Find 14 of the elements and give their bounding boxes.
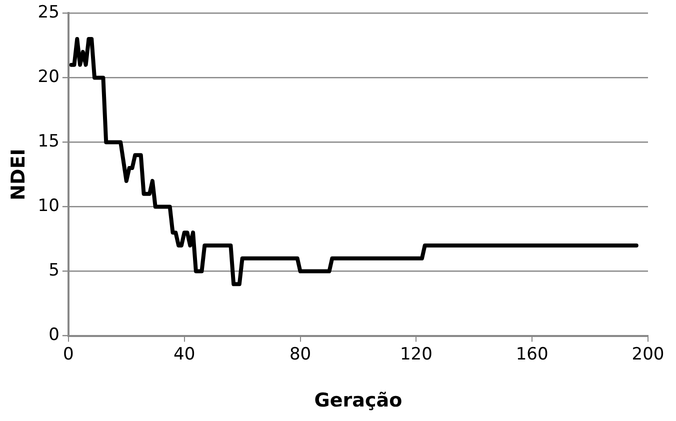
x-tick-label: 40 [174, 344, 196, 364]
y-tick-label: 5 [48, 260, 60, 281]
x-tick-label: 120 [400, 344, 432, 364]
y-tick-label: 0 [48, 325, 60, 346]
x-tick-label: 200 [632, 344, 664, 364]
y-axis-title: NDEI [7, 148, 30, 200]
y-tick-label: 10 [38, 196, 60, 216]
y-tick-label: 15 [38, 132, 60, 152]
x-tick-label: 0 [63, 344, 74, 364]
x-axis-title: Geração [314, 390, 402, 412]
x-tick-label: 80 [289, 344, 312, 364]
x-tick-label: 160 [516, 344, 548, 364]
y-tick-label: 25 [38, 2, 60, 23]
y-tick-label: 20 [38, 67, 60, 88]
